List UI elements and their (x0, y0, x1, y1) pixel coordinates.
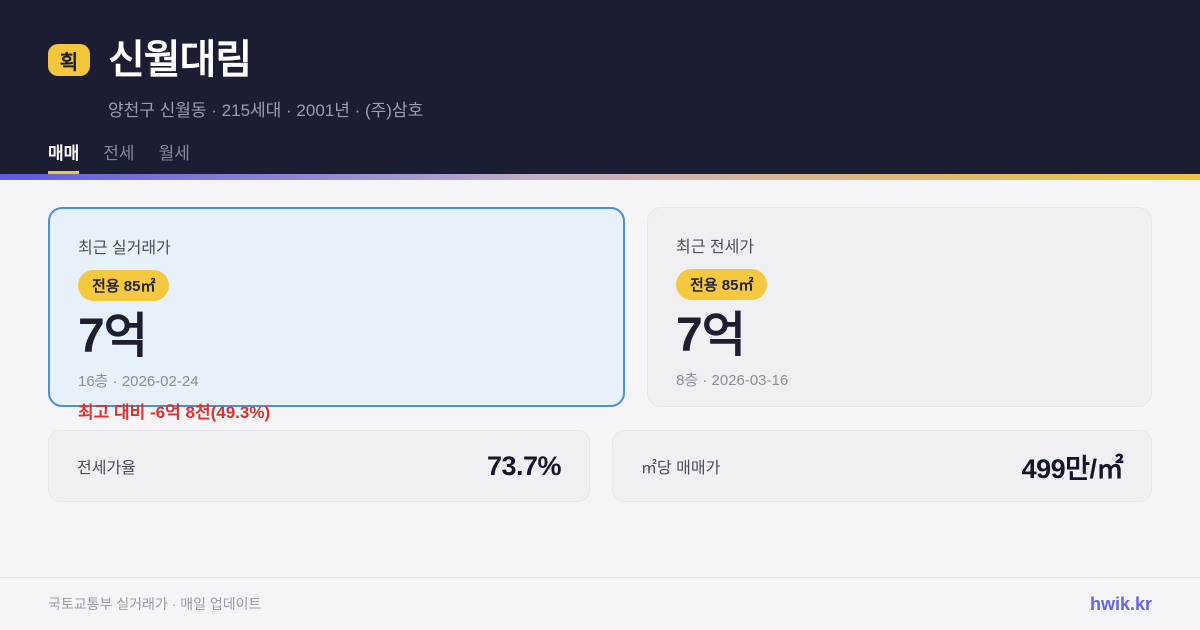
jeonse-price-meta: 8층 · 2026-03-16 (676, 372, 789, 390)
tab-sale[interactable]: 매매 (48, 139, 80, 174)
brand-badge: 획 (48, 44, 90, 76)
sale-price-delta: 최고 대비 -6억 8천(49.3%) (78, 403, 271, 423)
price-cards-row: 최근 실거래가 전용 85㎡ 7억 16층 · 2026-02-24 최고 대비… (48, 207, 1152, 422)
area-badge: 전용 85㎡ (78, 270, 170, 301)
data-source-note: 국토교통부 실거래가 · 매일 업데이트 (48, 596, 262, 612)
property-subtitle: 양천구 신월동 · 215세대 · 2001년 · (주)삼호 (108, 101, 424, 120)
jeonse-price-value: 7억 (676, 309, 746, 362)
price-per-sqm-label: ㎡당 매매가 (641, 460, 721, 477)
main-content: 최근 실거래가 전용 85㎡ 7억 16층 · 2026-02-24 최고 대비… (0, 180, 1200, 577)
price-per-sqm-value: 499만/㎡ (1021, 453, 1124, 484)
sale-price-card: 최근 실거래가 전용 85㎡ 7억 16층 · 2026-02-24 최고 대비… (48, 207, 625, 422)
jeonse-ratio-value: 73.7% (486, 450, 562, 481)
title-row: 획 신월대림 (48, 40, 1152, 80)
accent-gradient-bar (0, 174, 1200, 180)
jeonse-ratio-stat: 전세가율 73.7% (48, 430, 590, 502)
sale-price-label: 최근 실거래가 (78, 240, 171, 257)
tab-jeonse[interactable]: 전세 (103, 144, 135, 163)
page-title: 신월대림 (108, 38, 252, 82)
sale-price-meta: 16층 · 2026-02-24 (78, 373, 199, 391)
stats-row: 전세가율 73.7% ㎡당 매매가 499만/㎡ (48, 430, 1152, 502)
jeonse-price-label: 최근 전세가 (676, 239, 755, 256)
tab-bar: 매매 전세 월세 (48, 139, 1152, 174)
sale-price-value: 7억 (78, 310, 148, 363)
area-badge: 전용 85㎡ (676, 269, 768, 300)
jeonse-ratio-label: 전세가율 (77, 460, 136, 477)
brand-link[interactable]: hwik.kr (1089, 593, 1152, 614)
footer: 국토교통부 실거래가 · 매일 업데이트 hwik.kr (0, 577, 1200, 630)
tab-monthly-rent[interactable]: 월세 (158, 144, 190, 163)
price-per-sqm-stat: ㎡당 매매가 499만/㎡ (612, 430, 1152, 502)
jeonse-price-card: 최근 전세가 전용 85㎡ 7억 8층 · 2026-03-16 (647, 207, 1152, 407)
header: 획 신월대림 양천구 신월동 · 215세대 · 2001년 · (주)삼호 매… (0, 0, 1200, 174)
